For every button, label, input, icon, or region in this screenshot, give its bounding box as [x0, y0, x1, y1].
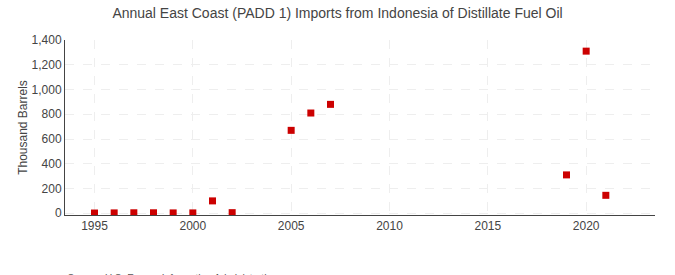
- svg-text:1,200: 1,200: [32, 58, 62, 72]
- svg-text:2015: 2015: [474, 219, 501, 233]
- svg-text:2010: 2010: [376, 219, 403, 233]
- svg-text:Source: U.S. Energy Informatio: Source: U.S. Energy Information Administ…: [67, 273, 277, 275]
- svg-text:Annual East Coast (PADD 1) Imp: Annual East Coast (PADD 1) Imports from …: [112, 5, 562, 21]
- svg-text:0: 0: [55, 206, 62, 220]
- svg-text:800: 800: [42, 107, 62, 121]
- svg-text:1,000: 1,000: [32, 83, 62, 97]
- svg-text:1995: 1995: [81, 219, 108, 233]
- svg-text:600: 600: [42, 132, 62, 146]
- svg-text:400: 400: [42, 157, 62, 171]
- svg-text:Thousand Barrels: Thousand Barrels: [16, 80, 30, 175]
- svg-text:2005: 2005: [278, 219, 305, 233]
- svg-text:200: 200: [42, 182, 62, 196]
- svg-text:1,400: 1,400: [32, 33, 62, 47]
- svg-text:2020: 2020: [573, 219, 600, 233]
- svg-text:2000: 2000: [179, 219, 206, 233]
